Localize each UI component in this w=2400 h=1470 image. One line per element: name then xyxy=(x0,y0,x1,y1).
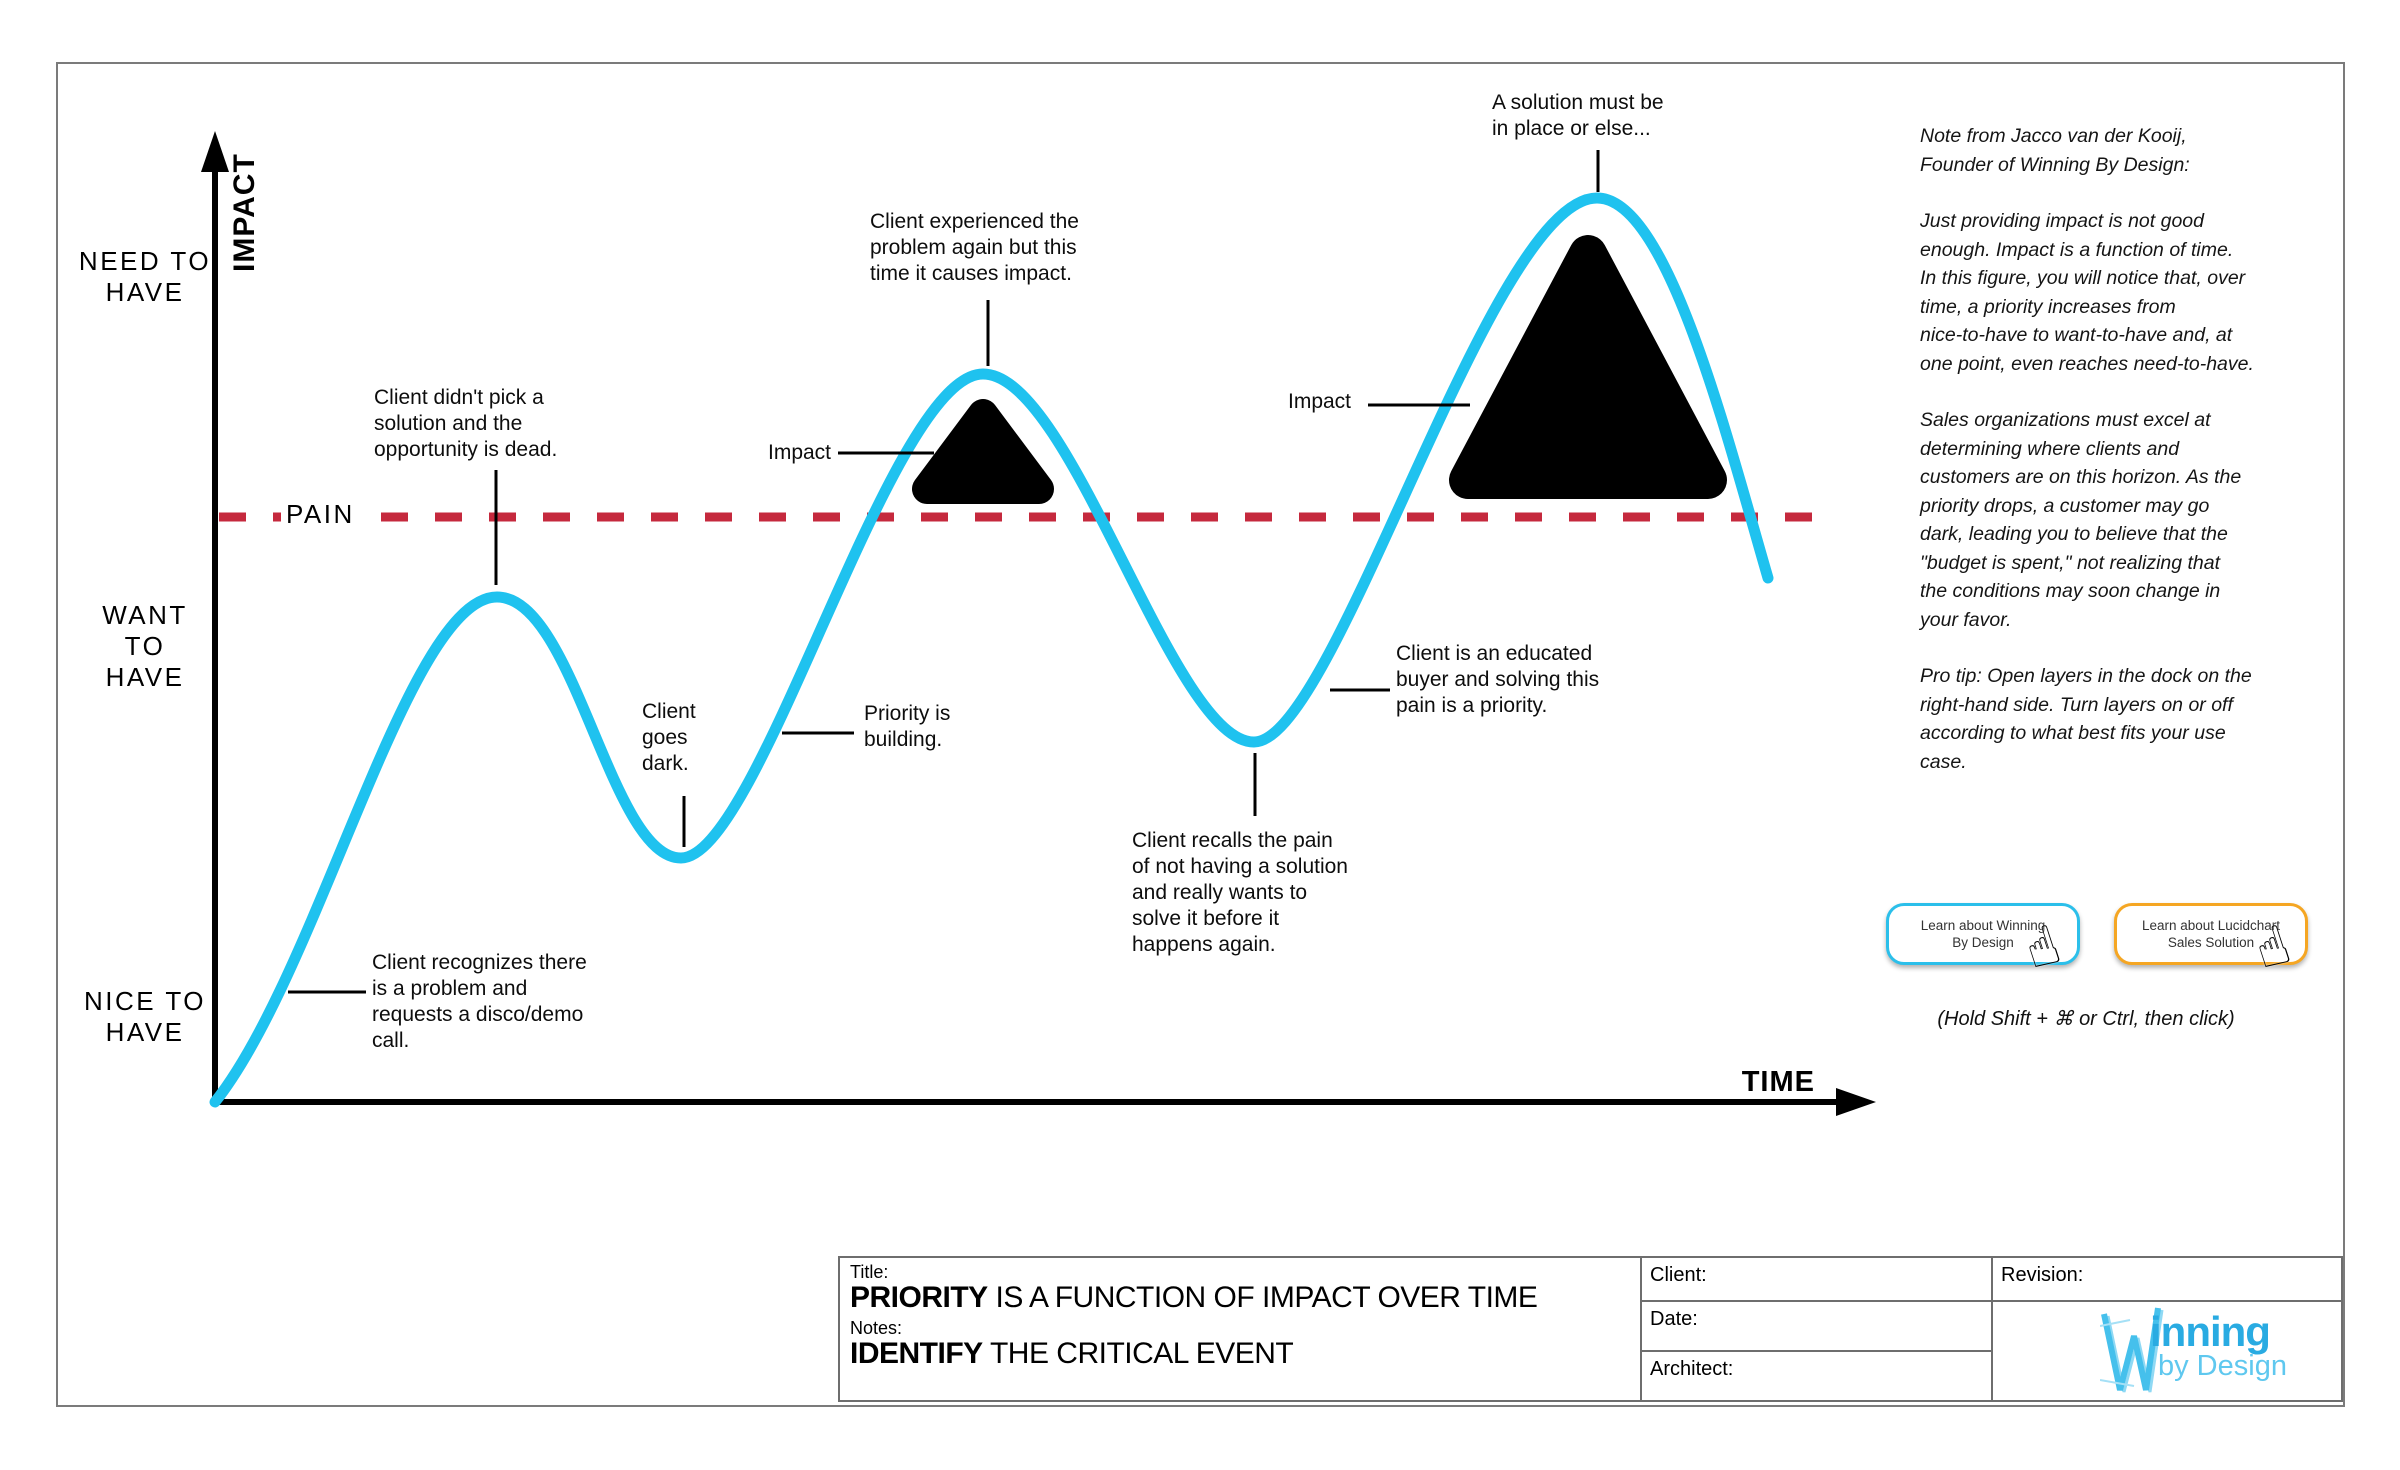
founder-note-panel: Note from Jacco van der Kooij, Founder o… xyxy=(1920,122,2290,804)
logo-tagline: by Design xyxy=(2158,1350,2287,1382)
note-paragraph-impact: Just providing impact is not good enough… xyxy=(1920,210,2254,375)
client-field-label: Client: xyxy=(1650,1264,1707,1286)
title-block-divider xyxy=(1640,1258,1642,1400)
diagram-title-bold: PRIORITY xyxy=(850,1281,988,1314)
note-paragraph-protip: Pro tip: Open layers in the dock on the … xyxy=(1920,665,2252,773)
level-want-to-have: WANT TO HAVE xyxy=(102,600,188,692)
diagram-notes: IDENTIFY THE CRITICAL EVENT xyxy=(850,1337,1294,1371)
y-axis-label: IMPACT xyxy=(228,153,261,272)
diagram-title-rest: IS A FUNCTION OF IMPACT OVER TIME xyxy=(987,1281,1538,1314)
annotation-client-didnt-pick: Client didn't pick a solution and the op… xyxy=(374,386,558,461)
learn-lucidchart-button[interactable]: Learn about Lucidchart Sales Solution xyxy=(2114,903,2308,965)
notes-field-label: Notes: xyxy=(850,1318,903,1338)
learn-winning-by-design-button[interactable]: Learn about Winning By Design xyxy=(1886,903,2080,965)
note-paragraph-sales: Sales organizations must excel at determ… xyxy=(1920,409,2242,631)
title-block-divider xyxy=(1991,1300,2341,1302)
title-block-divider xyxy=(1991,1258,1993,1400)
pain-label: PAIN xyxy=(281,499,360,530)
annotation-client-educated: Client is an educated buyer and solving … xyxy=(1396,642,1600,717)
annotation-client-goes-dark: Client goes dark. xyxy=(642,700,696,775)
date-field-label: Date: xyxy=(1650,1308,1698,1330)
diagram-title: PRIORITY IS A FUNCTION OF IMPACT OVER TI… xyxy=(850,1281,1538,1315)
architect-field-label: Architect: xyxy=(1650,1358,1734,1380)
x-axis-label: TIME xyxy=(1741,1066,1815,1098)
annotation-impact-big: Impact xyxy=(1288,390,1352,413)
revision-field-label: Revision: xyxy=(2001,1264,2084,1286)
annotation-client-experienced: Client experienced the problem again but… xyxy=(870,210,1079,285)
annotation-client-recognizes: Client recognizes there is a problem and… xyxy=(372,951,587,1052)
title-field-label: Title: xyxy=(850,1262,889,1282)
diagram-outer-frame xyxy=(56,62,2345,1407)
annotation-priority-building: Priority is building. xyxy=(864,702,951,751)
title-block-divider xyxy=(1640,1300,1991,1302)
level-nice-to-have: NICE TO HAVE xyxy=(83,986,206,1047)
diagram-notes-bold: IDENTIFY xyxy=(850,1337,983,1370)
logo-w-icon xyxy=(2100,1307,2164,1393)
winning-by-design-logo: inning by Design xyxy=(2100,1300,2330,1400)
title-block: Title: PRIORITY IS A FUNCTION OF IMPACT … xyxy=(838,1256,2343,1402)
title-block-divider xyxy=(1640,1350,1991,1352)
annotation-impact-small: Impact xyxy=(768,441,832,464)
annotation-solution-must-be: A solution must be in place or else... xyxy=(1492,91,1664,140)
logo-wordmark: inning xyxy=(2150,1308,2271,1355)
annotation-client-recalls: Client recalls the pain of not having a … xyxy=(1132,829,1348,956)
shortcut-hint: (Hold Shift + ⌘ or Ctrl, then click) xyxy=(1937,1008,2235,1030)
level-need-to-have: NEED TO HAVE xyxy=(78,246,212,307)
diagram-notes-rest: THE CRITICAL EVENT xyxy=(982,1337,1294,1370)
note-intro: Note from Jacco van der Kooij, Founder o… xyxy=(1920,125,2190,176)
